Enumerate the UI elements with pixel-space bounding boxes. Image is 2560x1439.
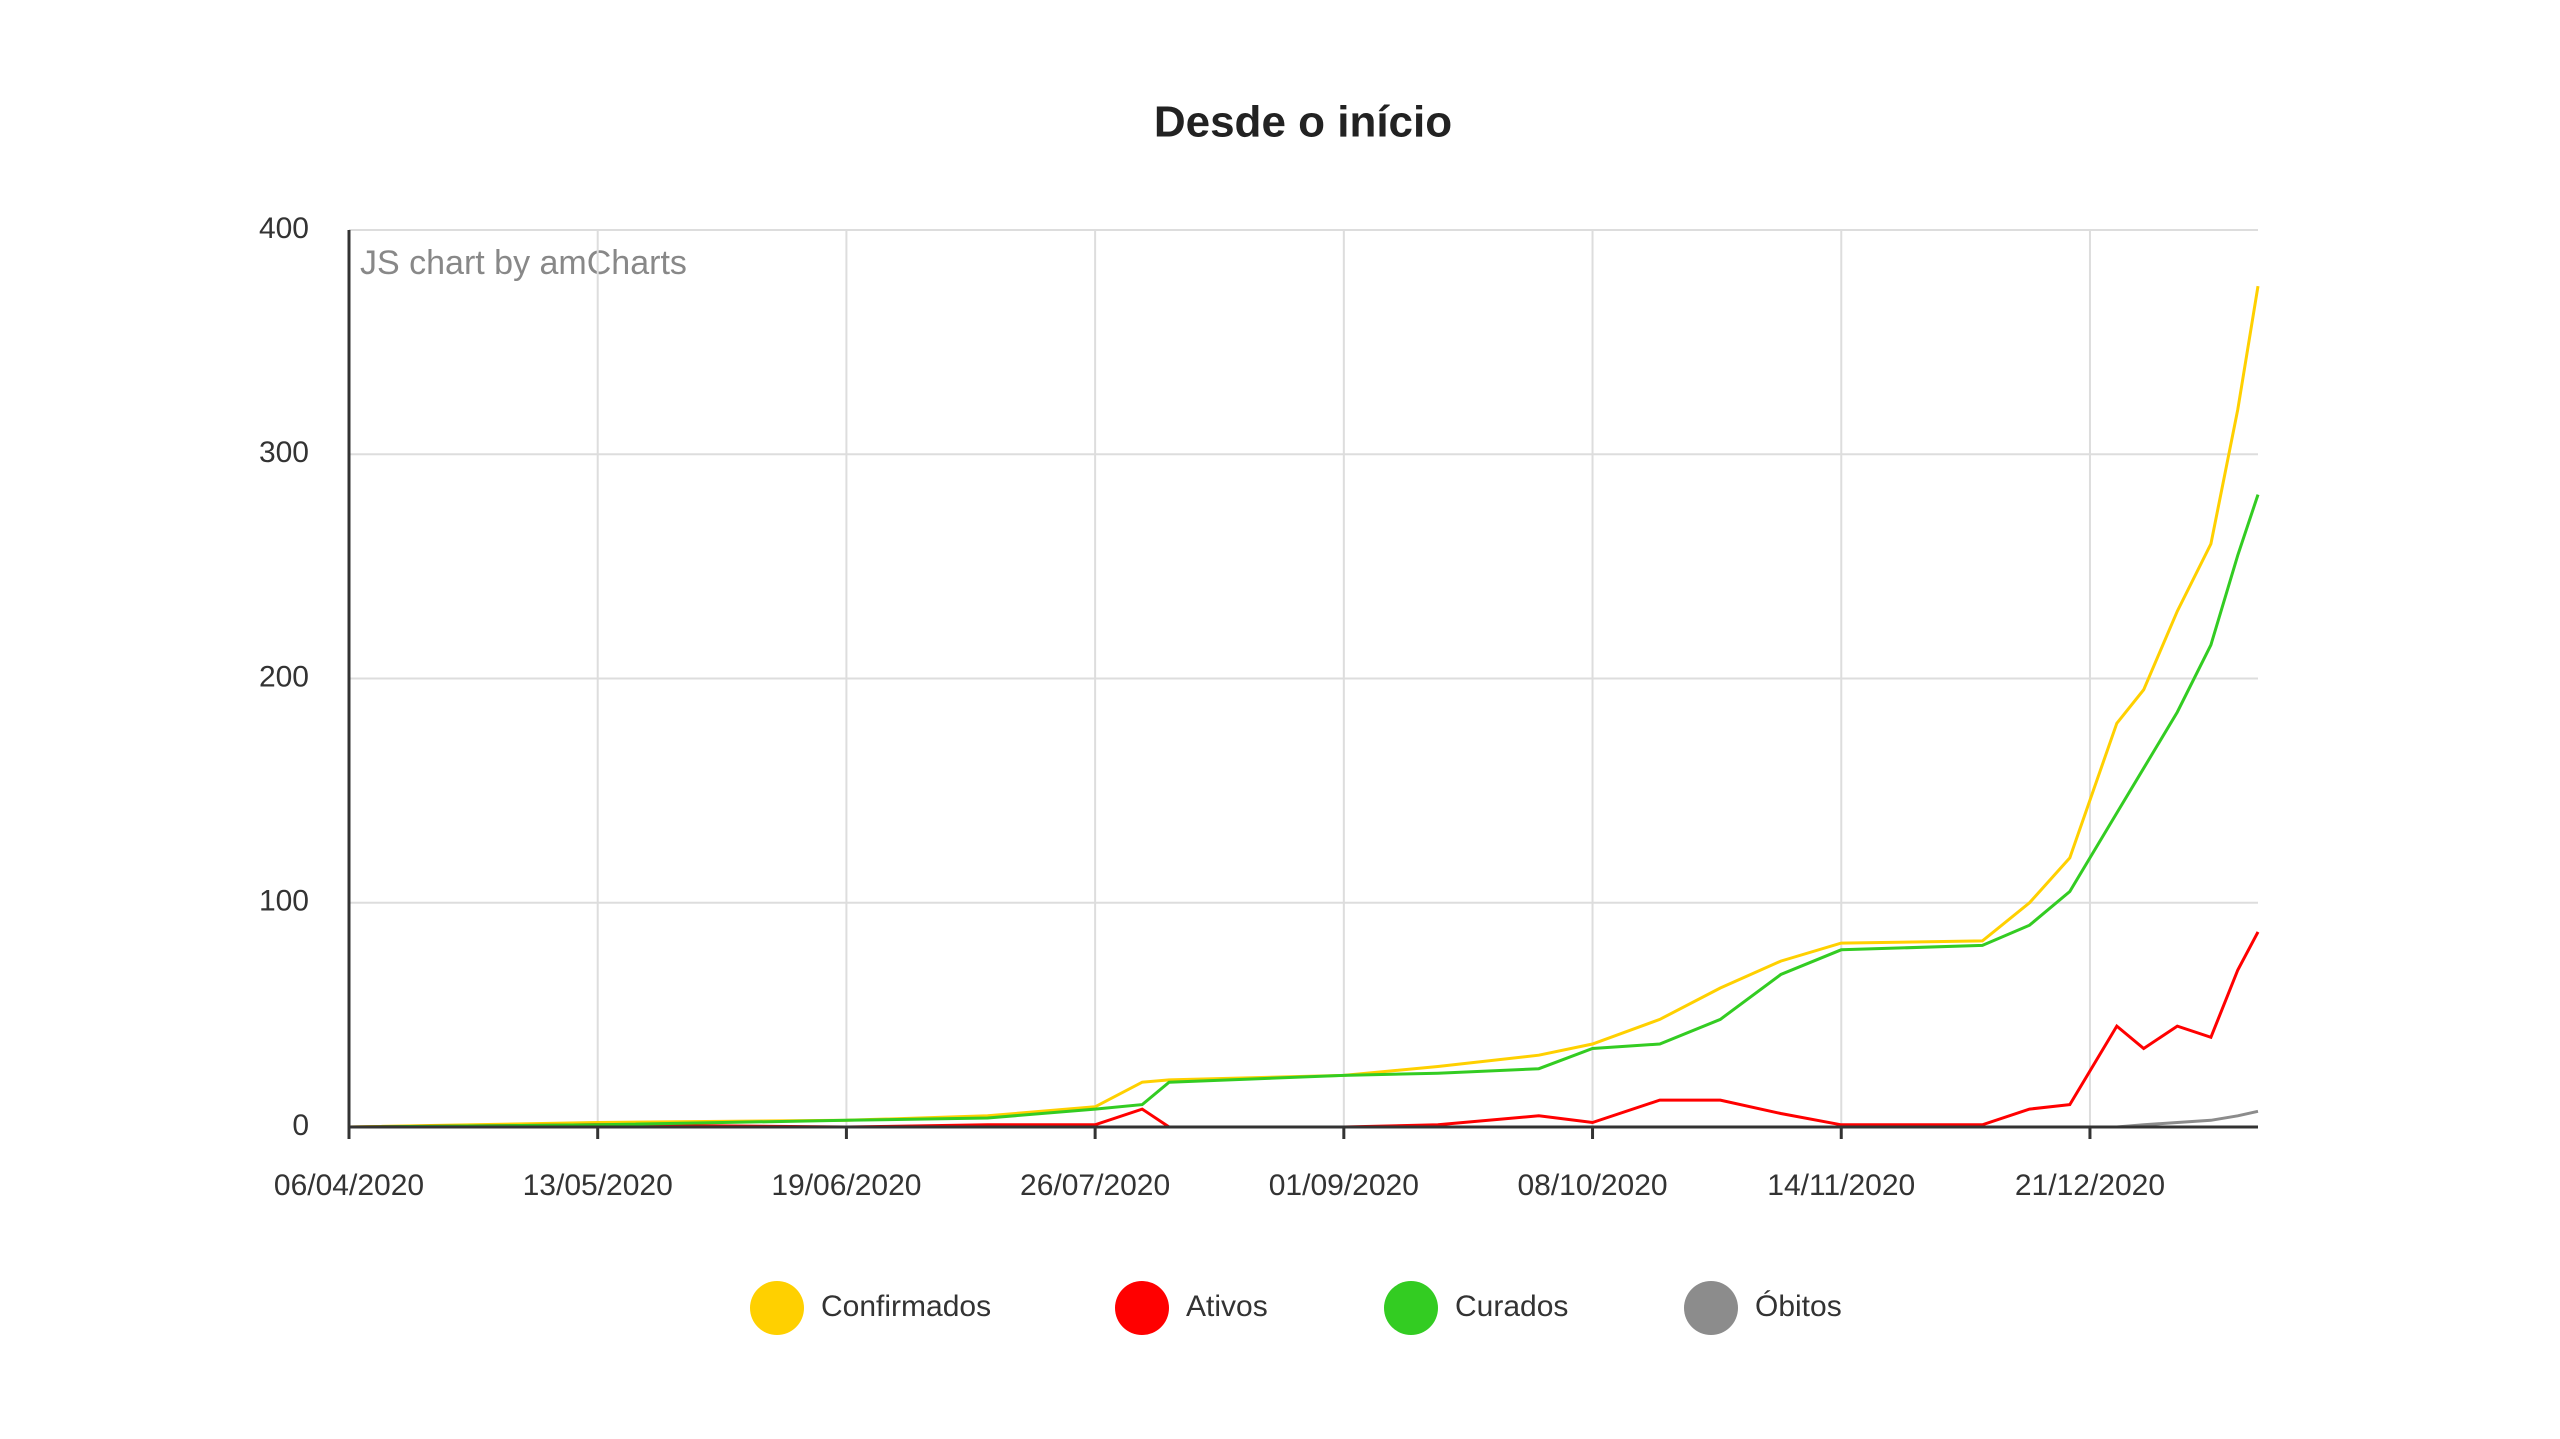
x-tick-label: 26/07/2020 [1020,1169,1170,1202]
legend-label[interactable]: Óbitos [1755,1290,1842,1323]
y-tick-label: 400 [259,212,309,245]
legend-marker[interactable] [1684,1281,1738,1335]
x-tick-label: 21/12/2020 [2015,1169,2165,1202]
watermark: JS chart by amCharts [360,244,687,282]
series-line [348,494,2260,1129]
chart-title: Desde o início [1154,98,1452,147]
series-line [348,285,2260,1129]
legend-marker[interactable] [1115,1281,1169,1335]
legend-label[interactable]: Ativos [1186,1290,1268,1323]
x-tick-label: 14/11/2020 [1767,1169,1915,1202]
legend-marker[interactable] [750,1281,804,1335]
y-tick-label: 0 [292,1109,309,1142]
x-tick-label: 01/09/2020 [1269,1169,1419,1202]
legend-marker[interactable] [1384,1281,1438,1335]
x-tick-label: 06/04/2020 [274,1169,424,1202]
y-tick-label: 300 [259,436,309,469]
y-tick-label: 100 [259,885,309,918]
legend-label[interactable]: Confirmados [821,1290,991,1323]
x-tick-label: 08/10/2020 [1517,1169,1667,1202]
x-tick-label: 19/06/2020 [771,1169,921,1202]
x-tick-label: 13/05/2020 [523,1169,673,1202]
legend-label[interactable]: Curados [1455,1290,1568,1323]
y-tick-label: 200 [259,660,309,693]
series-line [348,931,2260,1129]
